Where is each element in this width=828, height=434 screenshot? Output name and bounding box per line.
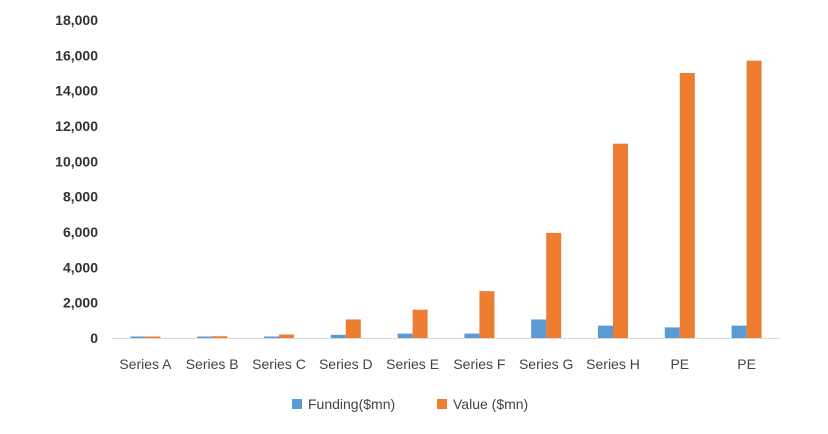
y-tick-label: 18,000 bbox=[55, 12, 98, 28]
value-bar-7 bbox=[546, 232, 562, 338]
funding-bar-9 bbox=[664, 327, 680, 338]
y-axis: 0 2,000 4,000 6,000 8,000 10,000 12,000 14,000 1… bbox=[55, 12, 98, 346]
y-tick-label: 10,000 bbox=[55, 153, 98, 169]
legend-swatch-value bbox=[437, 399, 447, 409]
x-tick-label: PE bbox=[737, 356, 756, 372]
value-bar-8 bbox=[613, 143, 628, 338]
value-bar-5 bbox=[412, 309, 428, 338]
bars bbox=[130, 60, 762, 339]
x-tick-label: Series C bbox=[252, 356, 306, 372]
legend-swatch-funding bbox=[292, 399, 302, 409]
x-tick-label: Series G bbox=[519, 356, 573, 372]
value-bar-4 bbox=[345, 319, 361, 338]
x-tick-label: Series F bbox=[453, 356, 505, 372]
legend-label-funding: Funding($mn) bbox=[308, 396, 395, 412]
y-tick-label: 4,000 bbox=[63, 259, 98, 275]
funding-bar-7 bbox=[531, 319, 547, 338]
funding-bar-2 bbox=[197, 336, 213, 338]
x-tick-label: Series D bbox=[319, 356, 373, 372]
x-tick-label: Series A bbox=[119, 356, 172, 372]
y-tick-label: 8,000 bbox=[63, 189, 98, 205]
y-tick-label: 6,000 bbox=[63, 224, 98, 240]
y-tick-label: 16,000 bbox=[55, 47, 98, 63]
value-bar-2 bbox=[212, 336, 228, 338]
x-tick-label: Series B bbox=[186, 356, 239, 372]
legend-label-value: Value ($mn) bbox=[453, 396, 528, 412]
funding-bar-4 bbox=[330, 334, 346, 338]
y-tick-label: 14,000 bbox=[55, 83, 98, 99]
value-bar-9 bbox=[679, 73, 695, 338]
funding-bar-3 bbox=[264, 336, 279, 338]
value-bar-3 bbox=[279, 334, 294, 338]
funding-bar-5 bbox=[397, 333, 413, 338]
x-tick-label: Series E bbox=[386, 356, 439, 372]
funding-bar-8 bbox=[598, 325, 613, 338]
x-tick-label: PE bbox=[670, 356, 689, 372]
funding-bar-1 bbox=[130, 336, 146, 338]
y-tick-label: 2,000 bbox=[63, 295, 98, 311]
legend: Funding($mn) Value ($mn) bbox=[292, 396, 528, 412]
x-tick-label: Series H bbox=[586, 356, 640, 372]
value-bar-10 bbox=[746, 60, 762, 339]
funding-bar-6 bbox=[464, 333, 480, 338]
value-bar-6 bbox=[479, 291, 495, 338]
funding-bar-10 bbox=[731, 325, 747, 338]
value-bar-1 bbox=[145, 336, 161, 338]
y-tick-label: 0 bbox=[90, 330, 98, 346]
x-axis: Series A Series B Series C Series D Series E… bbox=[119, 356, 756, 372]
y-tick-label: 12,000 bbox=[55, 118, 98, 134]
